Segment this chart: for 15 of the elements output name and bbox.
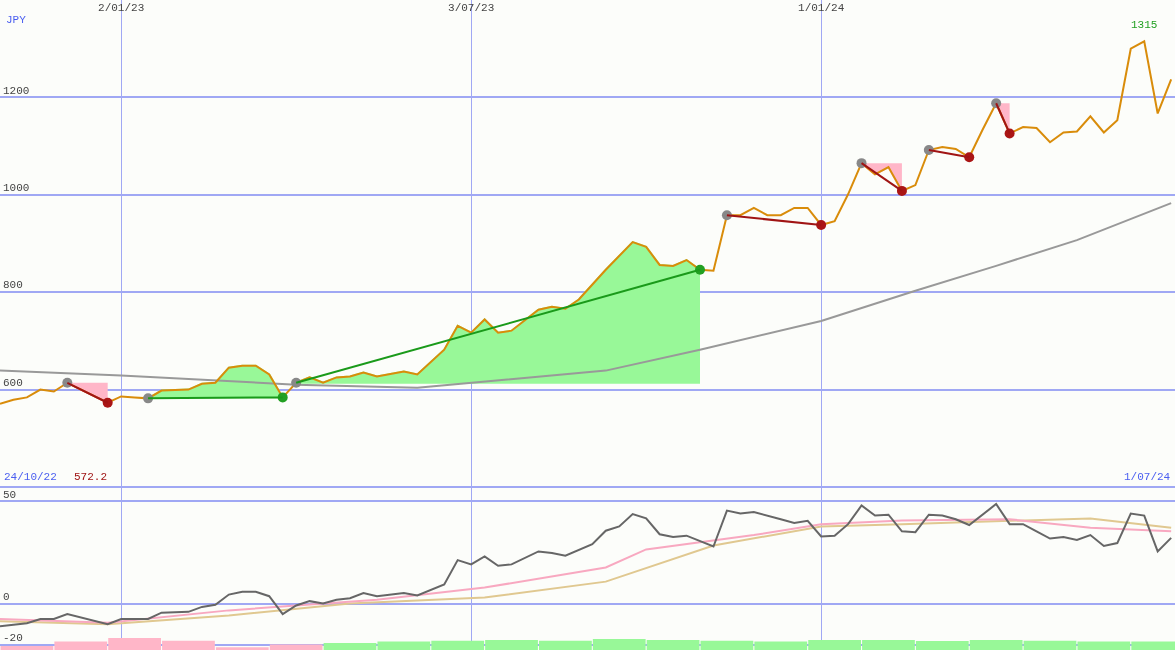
y-tick-label: 0 (3, 591, 10, 604)
x-tick-label: 1/01/24 (798, 1, 845, 14)
annotation: 24/10/22 (4, 471, 57, 483)
annotation: 1315 (1131, 19, 1158, 31)
y-tick-label: 1000 (3, 181, 30, 194)
x-tick-label: 3/07/23 (448, 1, 495, 14)
y-axis-title: JPY (6, 14, 27, 26)
annotation: 1/07/24 (1124, 471, 1171, 483)
y-tick-label: 1200 (3, 84, 30, 97)
y-tick-label: -20 (3, 632, 23, 645)
x-tick-label: 2/01/23 (98, 1, 145, 14)
y-tick-label: 50 (3, 488, 17, 501)
y-tick-label: 600 (3, 376, 23, 389)
y-tick-label: 800 (3, 279, 23, 292)
annotation: 572.2 (74, 471, 108, 483)
